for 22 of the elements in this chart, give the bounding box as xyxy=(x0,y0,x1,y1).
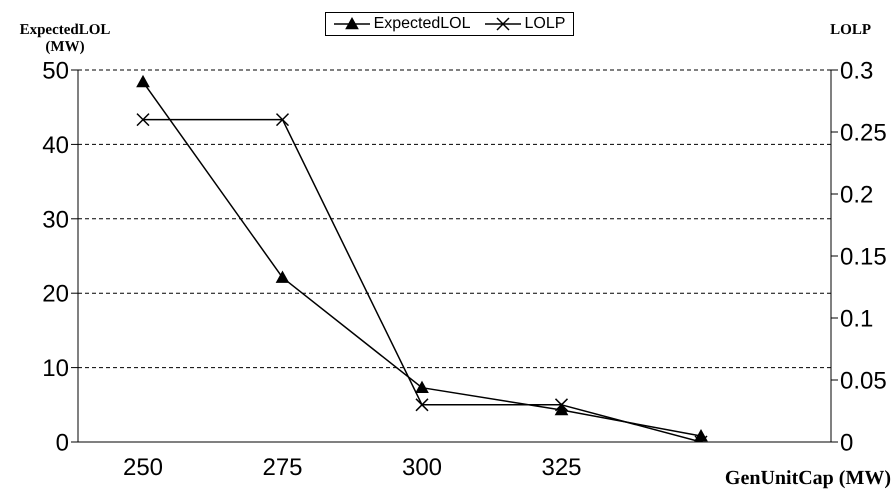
x-tick-label: 300 xyxy=(402,454,442,482)
y2-tick-label: 0.05 xyxy=(840,368,887,395)
y-tick-label: 10 xyxy=(42,355,69,382)
y-axis-title: ExpectedLOL (MW) xyxy=(18,22,112,56)
y2-tick-label: 0.25 xyxy=(840,120,887,147)
y2-tick-label: 0.15 xyxy=(840,244,887,271)
y2-axis-title: LOLP xyxy=(830,22,871,39)
y2-tick-label: 0.2 xyxy=(840,182,874,209)
legend-label: LOLP xyxy=(524,15,566,33)
x-tick-label: 275 xyxy=(262,454,303,482)
x-axis-title: GenUnitCap (MW) xyxy=(724,467,891,490)
y-tick-label: 20 xyxy=(42,280,69,308)
x-tick-label: 325 xyxy=(541,454,582,482)
legend-label: ExpectedLOL xyxy=(372,15,471,33)
y2-tick-label: 0.1 xyxy=(840,306,874,333)
y-tick-label: 0 xyxy=(56,430,69,457)
y-tick-label: 30 xyxy=(42,206,69,234)
y-tick-label: 50 xyxy=(42,58,69,85)
y2-tick-label: 0.3 xyxy=(840,58,874,85)
y-tick-label: 40 xyxy=(42,132,69,159)
x-tick-label: 250 xyxy=(122,454,164,482)
y2-tick-label: 0 xyxy=(840,430,854,457)
